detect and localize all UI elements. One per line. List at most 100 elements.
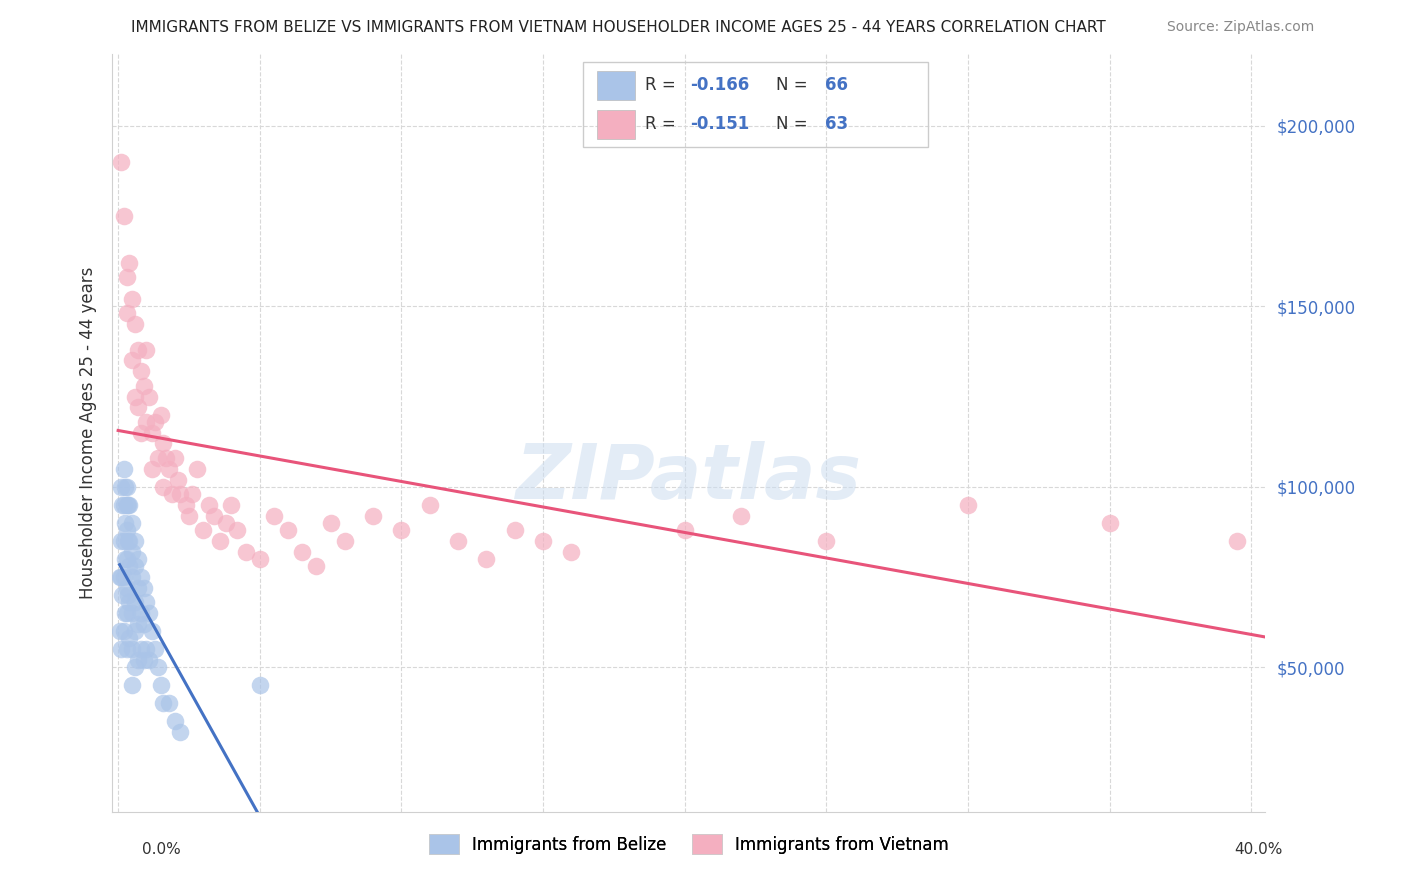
Point [118,632,141,646]
Point [121,570,143,584]
Point [115,306,138,320]
Point [110,480,132,494]
Point [118,256,141,270]
Point [730,508,752,523]
Point [169,487,191,501]
Point [115,552,138,566]
Point [129,570,152,584]
Point [146,660,169,674]
Point [135,343,157,357]
Point [129,642,152,657]
Bar [598,71,636,100]
Point [110,570,132,584]
Point [127,617,149,632]
Point [124,533,146,548]
Point [956,498,979,512]
Point [166,473,188,487]
Point [186,461,208,475]
Point [129,364,152,378]
Point [110,642,132,657]
Y-axis label: Householder Income Ages 25 - 44 years: Householder Income Ages 25 - 44 years [79,267,97,599]
Point [152,480,174,494]
Point [361,508,384,523]
Point [121,516,143,530]
Point [204,508,226,523]
Point [118,595,141,609]
Point [124,595,146,609]
Point [149,408,172,422]
Point [152,436,174,450]
Point [108,624,131,639]
Point [135,415,157,429]
Point [174,498,197,512]
Point [138,653,160,667]
Text: 0.0%: 0.0% [142,842,181,856]
Point [121,678,143,692]
Point [115,270,138,285]
Legend: Immigrants from Belize, Immigrants from Vietnam: Immigrants from Belize, Immigrants from … [422,828,956,860]
Point [191,523,214,537]
Point [333,533,356,548]
Point [249,678,271,692]
Point [138,390,160,404]
Point [124,660,146,674]
Point [115,606,138,620]
Point [135,642,157,657]
Point [141,425,163,440]
Text: R =: R = [645,77,682,95]
Point [115,581,138,595]
Point [249,552,271,566]
Point [110,154,132,169]
Point [169,725,191,739]
Text: IMMIGRANTS FROM BELIZE VS IMMIGRANTS FROM VIETNAM HOUSEHOLDER INCOME AGES 25 - 4: IMMIGRANTS FROM BELIZE VS IMMIGRANTS FRO… [131,20,1107,35]
Point [226,523,249,537]
Point [129,425,152,440]
Point [160,487,183,501]
Point [531,533,554,548]
Point [112,533,135,548]
Point [277,523,299,537]
Point [115,523,138,537]
Text: -0.166: -0.166 [690,77,749,95]
Point [111,588,134,602]
Point [114,606,136,620]
Point [235,545,257,559]
Point [127,581,149,595]
Point [215,516,238,530]
Point [121,353,143,368]
Point [118,533,141,548]
Point [117,498,139,512]
Point [1226,533,1249,548]
Text: -0.151: -0.151 [690,115,749,133]
Point [112,461,135,475]
Point [138,606,160,620]
Point [117,588,139,602]
Point [111,498,134,512]
Point [475,552,498,566]
Point [180,487,202,501]
Point [132,653,155,667]
Point [121,606,143,620]
Point [209,533,232,548]
Point [127,552,149,566]
Point [118,559,141,574]
Point [124,624,146,639]
Point [132,617,155,632]
Point [112,624,135,639]
Point [391,523,413,537]
Point [112,498,135,512]
Point [127,343,149,357]
Point [319,516,342,530]
Point [129,606,152,620]
Point [121,545,143,559]
Point [127,401,149,415]
Point [114,516,136,530]
Point [419,498,441,512]
Point [305,559,328,574]
Point [143,642,166,657]
Point [155,450,177,465]
Text: N =: N = [776,115,813,133]
Point [112,570,135,584]
Text: 66: 66 [824,77,848,95]
Point [141,624,163,639]
